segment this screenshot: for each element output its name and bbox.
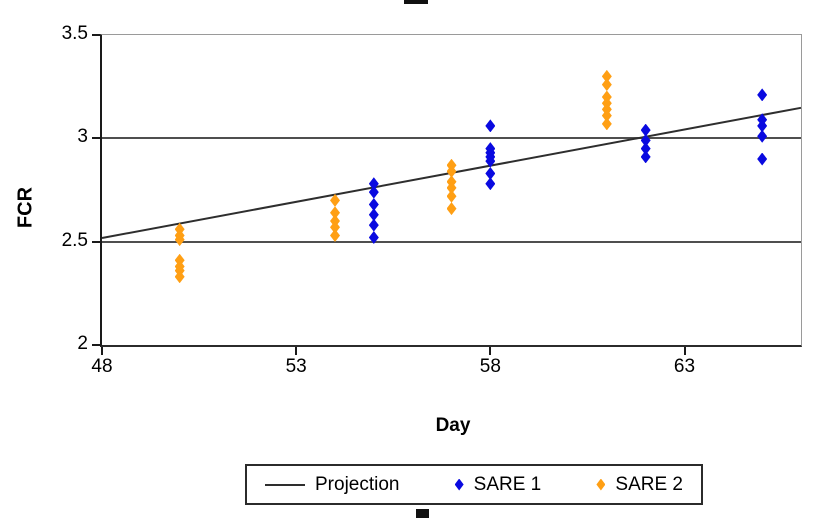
data-point-sare-1 bbox=[757, 129, 768, 143]
y-axis-tick bbox=[92, 137, 100, 140]
data-point-sare-1 bbox=[368, 185, 379, 199]
data-point-sare-1 bbox=[368, 208, 379, 222]
data-point-sare-2 bbox=[601, 109, 612, 123]
data-point-sare-2 bbox=[601, 117, 612, 131]
data-point-sare-1 bbox=[757, 152, 768, 166]
data-point-sare-2 bbox=[174, 270, 185, 284]
plot-area bbox=[100, 34, 802, 347]
data-point-sare-1 bbox=[757, 119, 768, 133]
sare2-diamond-swatch bbox=[596, 478, 606, 491]
gridline-2.5 bbox=[102, 240, 801, 243]
y-axis-tick bbox=[92, 34, 100, 36]
cropped-title-fragment bbox=[404, 0, 428, 4]
x-tick-label: 58 bbox=[479, 356, 501, 377]
x-tick-label: 48 bbox=[91, 356, 113, 377]
data-point-sare-1 bbox=[640, 150, 651, 164]
projection-line-swatch bbox=[265, 483, 305, 486]
legend-label-sare2: SARE 2 bbox=[615, 473, 683, 495]
cropped-footer-fragment bbox=[416, 509, 429, 518]
data-point-sare-1 bbox=[368, 231, 379, 245]
legend-label-sare1: SARE 1 bbox=[473, 473, 542, 495]
data-point-sare-1 bbox=[640, 123, 651, 137]
y-axis-tick bbox=[92, 344, 100, 346]
y-axis-title: FCR bbox=[14, 186, 37, 229]
x-axis-tick bbox=[683, 347, 686, 355]
data-point-sare-2 bbox=[601, 78, 612, 92]
data-point-sare-2 bbox=[330, 220, 340, 234]
sare1-diamond-swatch bbox=[454, 478, 464, 491]
legend-label-projection: Projection bbox=[315, 473, 400, 495]
x-axis-tick bbox=[295, 347, 298, 355]
data-point-sare-1 bbox=[485, 119, 496, 133]
data-point-sare-1 bbox=[757, 88, 768, 102]
data-point-sare-2 bbox=[330, 193, 340, 207]
x-axis-tick bbox=[101, 347, 103, 355]
y-tick-label: 3.5 bbox=[61, 23, 88, 44]
data-point-sare-2 bbox=[446, 202, 457, 216]
data-point-sare-1 bbox=[640, 142, 651, 156]
x-axis-tick bbox=[489, 347, 492, 355]
x-tick-label: 53 bbox=[285, 356, 307, 377]
data-point-sare-2 bbox=[601, 69, 612, 83]
data-point-sare-1 bbox=[368, 177, 379, 191]
data-point-sare-1 bbox=[485, 154, 496, 168]
x-axis-title: Day bbox=[435, 415, 471, 436]
y-tick-label: 2.5 bbox=[61, 229, 88, 251]
y-axis-tick bbox=[92, 240, 100, 243]
data-point-sare-2 bbox=[446, 189, 457, 203]
data-point-sare-2 bbox=[330, 228, 340, 242]
data-point-sare-2 bbox=[174, 233, 185, 247]
data-point-sare-2 bbox=[330, 206, 340, 220]
legend-item-sare1: SARE 1 bbox=[454, 473, 542, 496]
data-point-sare-1 bbox=[485, 166, 496, 180]
data-point-sare-1 bbox=[368, 218, 379, 232]
gridline-3 bbox=[102, 137, 801, 140]
x-tick-label: 63 bbox=[673, 356, 696, 377]
y-tick-label: 3 bbox=[77, 126, 88, 148]
data-point-sare-2 bbox=[446, 181, 457, 195]
y-tick-label: 2 bbox=[77, 333, 88, 354]
data-point-sare-1 bbox=[485, 177, 496, 191]
legend-item-projection: Projection bbox=[265, 474, 400, 496]
data-point-sare-2 bbox=[446, 164, 457, 178]
data-point-sare-1 bbox=[640, 133, 651, 147]
data-point-sare-1 bbox=[368, 197, 379, 211]
legend-item-sare2: SARE 2 bbox=[596, 474, 683, 496]
legend: Projection SARE 1 SARE 2 bbox=[245, 464, 703, 505]
